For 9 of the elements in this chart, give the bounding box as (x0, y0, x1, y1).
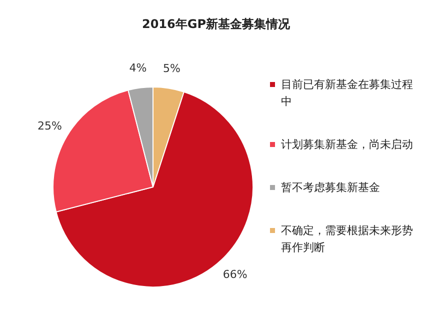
data-label: 25% (37, 119, 62, 132)
data-label: 66% (222, 268, 248, 281)
legend-label: 计划募集新基金，尚未启动 (281, 137, 413, 153)
data-label: 4% (129, 61, 147, 74)
data-label: 5% (163, 62, 180, 75)
legend-label: 暂不考虑募集新基金 (281, 180, 380, 196)
legend-label: 目前已有新基金在募集过程中 (281, 77, 414, 110)
chart-title: 2016年GP新基金募集情况 (140, 16, 292, 33)
legend-label: 不确定，需要根据未来形势再作判断 (281, 223, 414, 256)
